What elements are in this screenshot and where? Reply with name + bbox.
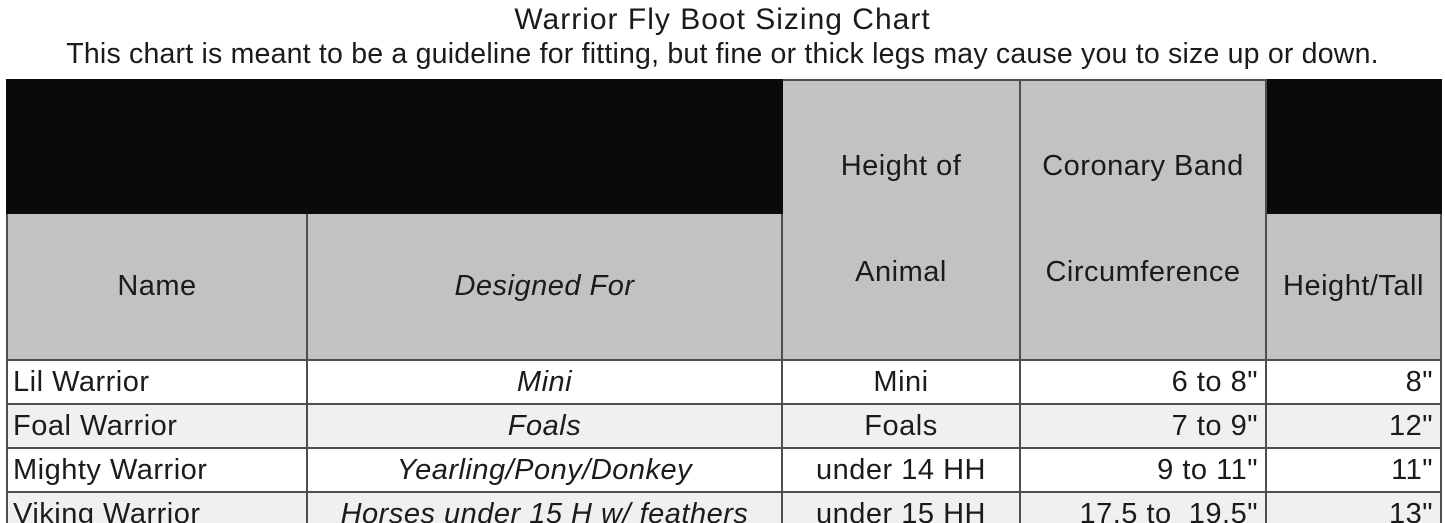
cell-coronary-band: 6 to 8": [1019, 359, 1267, 405]
cell-height-tall: 11": [1265, 447, 1442, 493]
header-height-tall: Height/Tall: [1265, 212, 1442, 361]
table-header: Height of Animal Coronary Band Circumfer…: [6, 79, 1442, 361]
cell-height-tall: 8": [1265, 359, 1442, 405]
header-height-of-animal: Height of Animal: [781, 79, 1021, 361]
header-height-of-animal-line2: Animal: [855, 256, 947, 288]
cell-designed-for: Foals: [306, 403, 783, 449]
header-black-spacer-name: [6, 79, 308, 214]
cell-name: Lil Warrior: [6, 359, 308, 405]
header-coronary-band-line2: Circumference: [1045, 256, 1241, 288]
page-title: Warrior Fly Boot Sizing Chart: [514, 3, 931, 36]
header-row-labels: Name Designed For Height/Tall: [6, 212, 1442, 361]
cell-height-of-animal: Mini: [781, 359, 1021, 405]
header-black-spacer-designed-for: [306, 79, 783, 214]
cell-height-of-animal: under 14 HH: [781, 447, 1021, 493]
cell-coronary-band: 7 to 9": [1019, 403, 1267, 449]
cell-height-tall: 13": [1265, 491, 1442, 523]
cell-height-of-animal: Foals: [781, 403, 1021, 449]
table-row: Foal Warrior Foals Foals 7 to 9" 12": [6, 403, 1442, 449]
header-coronary-band: Coronary Band Circumference: [1019, 79, 1267, 361]
page-subtitle: This chart is meant to be a guideline fo…: [66, 38, 1379, 70]
cell-designed-for: Mini: [306, 359, 783, 405]
cell-coronary-band: 9 to 11": [1019, 447, 1267, 493]
header-row-top: Height of Animal Coronary Band Circumfer…: [6, 79, 1442, 361]
table-row: Lil Warrior Mini Mini 6 to 8" 8": [6, 359, 1442, 405]
table-body: Lil Warrior Mini Mini 6 to 8" 8" Foal Wa…: [6, 359, 1442, 523]
header-coronary-band-line1: Coronary Band: [1042, 150, 1244, 182]
sizing-table: Height of Animal Coronary Band Circumfer…: [6, 79, 1442, 523]
table-row: Mighty Warrior Yearling/Pony/Donkey unde…: [6, 447, 1442, 493]
cell-designed-for: Horses under 15 H w/ feathers: [306, 491, 783, 523]
cell-name: Mighty Warrior: [6, 447, 308, 493]
cell-designed-for: Yearling/Pony/Donkey: [306, 447, 783, 493]
header-black-spacer-height-tall: [1265, 79, 1442, 214]
cell-coronary-band: 17.5 to 19.5": [1019, 491, 1267, 523]
header-height-of-animal-line1: Height of: [840, 150, 962, 182]
header-name: Name: [6, 212, 308, 361]
header-designed-for: Designed For: [306, 212, 783, 361]
cell-name: Foal Warrior: [6, 403, 308, 449]
table-row: Viking Warrior Horses under 15 H w/ feat…: [6, 491, 1442, 523]
cell-height-tall: 12": [1265, 403, 1442, 449]
cell-name: Viking Warrior: [6, 491, 308, 523]
cell-height-of-animal: under 15 HH: [781, 491, 1021, 523]
